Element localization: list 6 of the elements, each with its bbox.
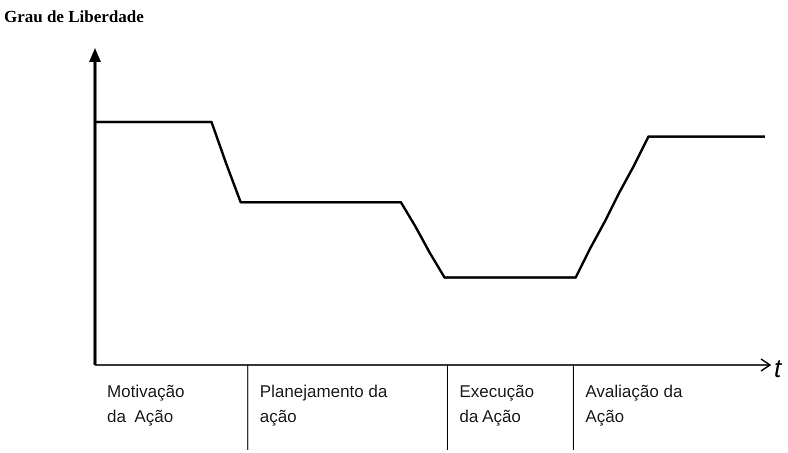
x-axis-title: t — [774, 353, 783, 383]
text: Planejamento da ação — [260, 382, 388, 426]
text: Motivação da Ação — [107, 382, 184, 426]
text: Grau de Liberdade — [4, 7, 144, 26]
text: Execução da Ação — [459, 382, 534, 426]
text: Avaliação da Ação — [585, 382, 683, 426]
